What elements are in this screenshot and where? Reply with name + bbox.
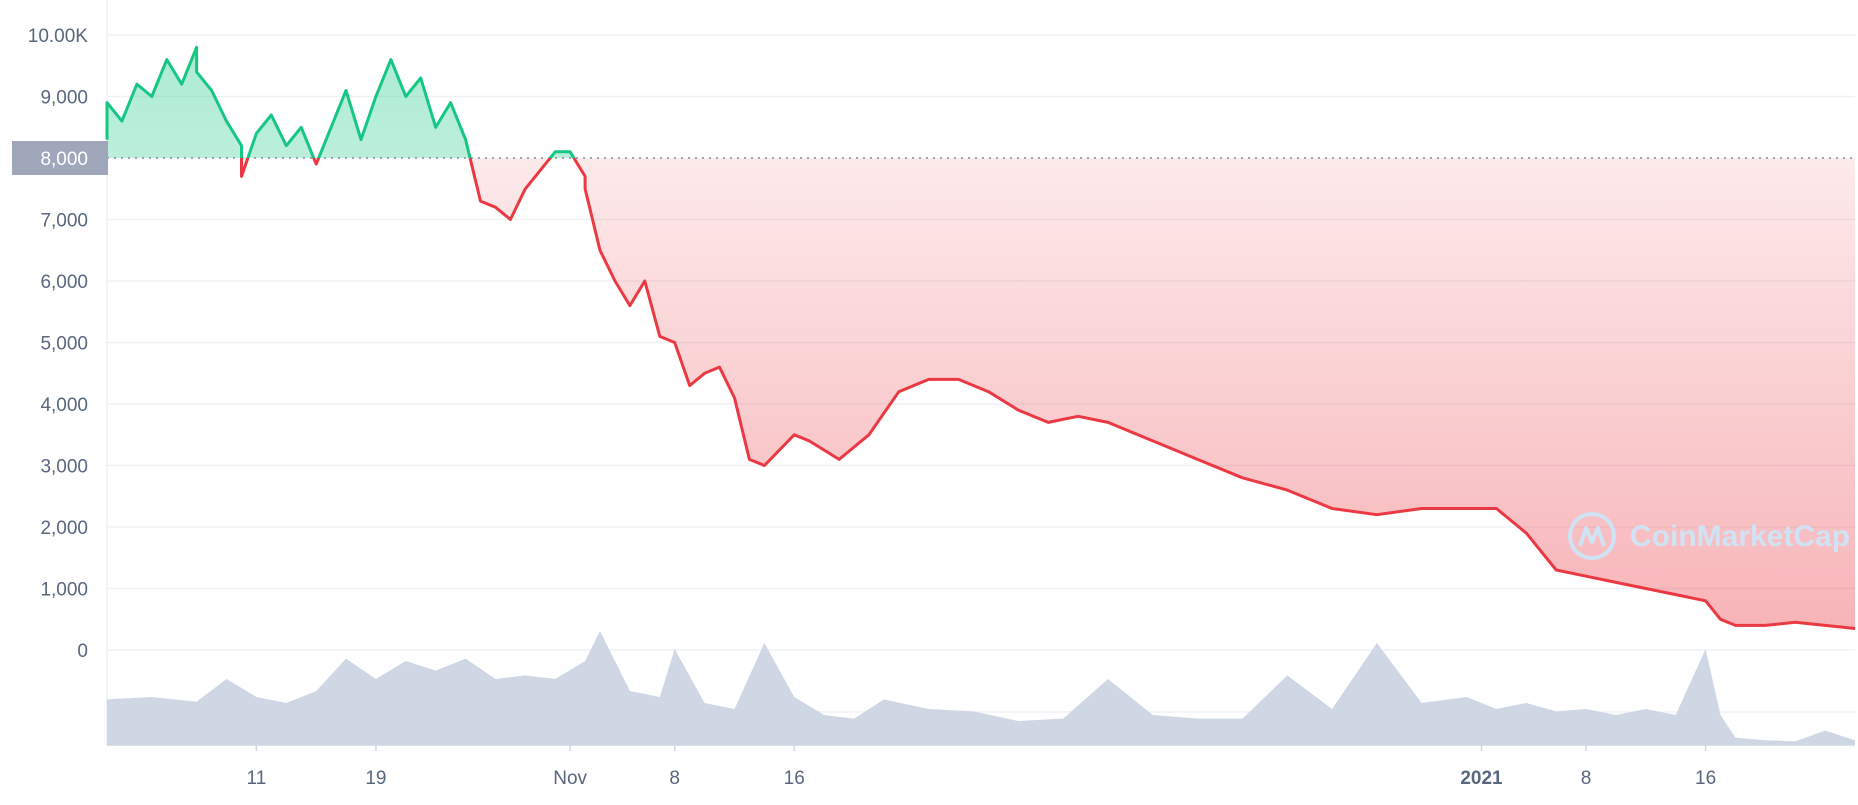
price-line-up [105,45,576,158]
y-axis-ticks: 10.00K 9,000 7,000 6,000 5,000 4,000 3,000 2,00… [28,26,89,662]
x-tick-label: 16 [1695,768,1716,789]
price-area-up [107,47,1855,158]
y-tick-label: 5,000 [40,334,88,355]
y-tick-label: 6,000 [40,272,88,293]
coinmarketcap-logo-icon [1568,512,1616,560]
x-tick-label: 19 [365,768,386,789]
x-tick-label: 8 [1581,768,1592,789]
y-tick-label: 9,000 [40,88,88,109]
volume-area [107,631,1855,745]
volume-area-path [107,631,1855,745]
price-line-down [240,158,1856,630]
y-tick-label: 2,000 [40,518,88,539]
y-tick-label: 7,000 [40,211,88,232]
x-tick-label: 16 [784,768,805,789]
x-tick-label: 8 [669,768,680,789]
baseline-label-bg [12,141,108,175]
price-area-fill [107,47,1855,629]
y-tick-label: 1,000 [40,580,88,601]
y-tick-label: 4,000 [40,395,88,416]
y-tick-label: 10.00K [28,26,89,47]
y-tick-label: 0 [77,641,88,662]
price-area-down [107,158,1855,629]
watermark: CoinMarketCap [1568,512,1850,560]
x-tick-label: Nov [553,768,587,789]
watermark-text: CoinMarketCap [1630,520,1850,553]
y-tick-label: 3,000 [40,457,88,478]
baseline-label: 8,000 [40,149,88,170]
x-tick-label: 11 [247,768,267,789]
price-line [105,45,1856,630]
x-axis-ticks: 11 19 Nov 8 16 2021 8 16 [247,745,1716,789]
baseline: 8,000 [12,141,1855,175]
x-tick-label: 2021 [1460,768,1503,789]
